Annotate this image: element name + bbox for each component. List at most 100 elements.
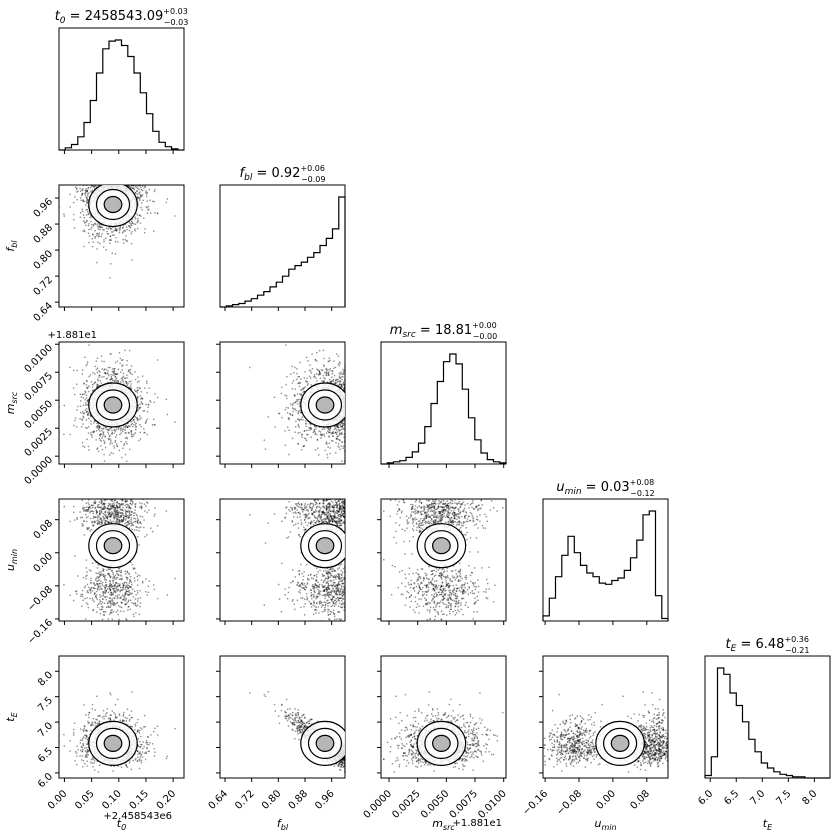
sample-point	[86, 509, 88, 511]
sample-point	[99, 433, 102, 435]
sample-point	[294, 395, 296, 397]
sample-point	[302, 391, 304, 393]
sample-point	[130, 581, 132, 584]
sample-point	[126, 374, 128, 376]
sample-point	[85, 517, 88, 519]
sample-point	[340, 376, 343, 378]
sample-point	[118, 568, 120, 570]
sample-point	[123, 598, 125, 600]
sample-point	[122, 509, 124, 512]
sample-point	[343, 383, 345, 386]
sample-point	[150, 527, 152, 529]
sample-point	[122, 584, 124, 586]
sample-point	[81, 426, 83, 428]
sample-point	[119, 494, 120, 495]
sample-point	[111, 569, 113, 572]
sample-point	[110, 507, 112, 509]
sample-point	[120, 427, 123, 429]
sample-point	[111, 505, 114, 507]
sample-point	[324, 449, 326, 452]
sample-point	[99, 490, 100, 491]
sample-point	[82, 415, 84, 418]
sample-point	[339, 597, 341, 599]
sample-point	[342, 506, 344, 508]
sample-point	[291, 404, 294, 407]
sample-point	[313, 430, 315, 432]
sample-point	[154, 424, 156, 426]
sample-point	[174, 421, 176, 423]
sample-point	[102, 568, 104, 570]
sample-point	[333, 382, 336, 385]
sample-point	[117, 570, 119, 572]
sample-point	[116, 518, 118, 520]
sample-point	[145, 420, 147, 422]
sample-point	[99, 226, 102, 228]
sample-point	[128, 185, 130, 186]
sample-point	[109, 582, 111, 585]
sample-point	[119, 520, 121, 522]
sample-point	[119, 357, 121, 360]
sample-point	[113, 502, 115, 504]
sample-point	[340, 445, 342, 447]
sample-point	[110, 604, 112, 606]
sample-point	[329, 569, 331, 571]
sample-point	[103, 602, 106, 604]
sample-point	[97, 380, 99, 382]
sample-point	[138, 407, 141, 409]
sample-point	[111, 486, 112, 487]
sample-point	[105, 606, 108, 608]
sample-point	[341, 420, 343, 423]
sample-point	[123, 497, 124, 498]
sample-point	[331, 370, 334, 372]
sample-point	[336, 424, 338, 426]
sample-point	[105, 599, 107, 601]
sample-point	[93, 502, 95, 504]
sample-point	[344, 379, 345, 381]
sample-point	[124, 429, 126, 431]
sample-point	[101, 368, 103, 370]
sample-point	[79, 405, 82, 407]
sample-point	[330, 433, 333, 435]
sample-point	[165, 510, 168, 512]
sample-point	[141, 202, 143, 204]
sample-point	[129, 580, 131, 582]
sample-point	[335, 602, 337, 604]
sample-point	[107, 591, 110, 594]
sample-point	[138, 197, 140, 199]
sample-point	[106, 494, 107, 495]
sample-point	[63, 215, 65, 217]
sample-point	[113, 603, 115, 605]
y-tick-label: 0.0025	[23, 427, 56, 460]
sample-point	[107, 606, 109, 608]
sample-point	[107, 586, 109, 588]
sample-point	[81, 193, 83, 196]
sample-point	[325, 374, 328, 377]
sample-point	[141, 506, 143, 509]
sample-point	[136, 419, 138, 421]
sample-point	[139, 403, 141, 406]
sample-point	[110, 591, 112, 594]
sample-point	[113, 587, 115, 590]
sample-point	[329, 369, 331, 372]
sample-point	[110, 496, 111, 497]
sample-point	[338, 375, 340, 377]
sample-point	[87, 410, 89, 413]
sample-point	[314, 359, 316, 361]
sample-point	[84, 509, 86, 511]
sample-point	[103, 460, 106, 462]
sample-point	[134, 567, 136, 569]
sample-point	[122, 377, 124, 379]
sample-point	[85, 559, 88, 561]
sample-point	[130, 517, 133, 519]
sample-point	[104, 521, 106, 524]
sample-point	[122, 503, 124, 505]
sample-point	[111, 433, 113, 435]
sample-point	[88, 417, 90, 420]
sample-point	[132, 435, 135, 437]
sample-point	[127, 522, 130, 524]
sample-point	[88, 211, 91, 214]
sample-point	[339, 384, 341, 386]
sample-point	[130, 561, 132, 563]
sample-point	[125, 576, 128, 579]
sample-point	[102, 431, 105, 433]
